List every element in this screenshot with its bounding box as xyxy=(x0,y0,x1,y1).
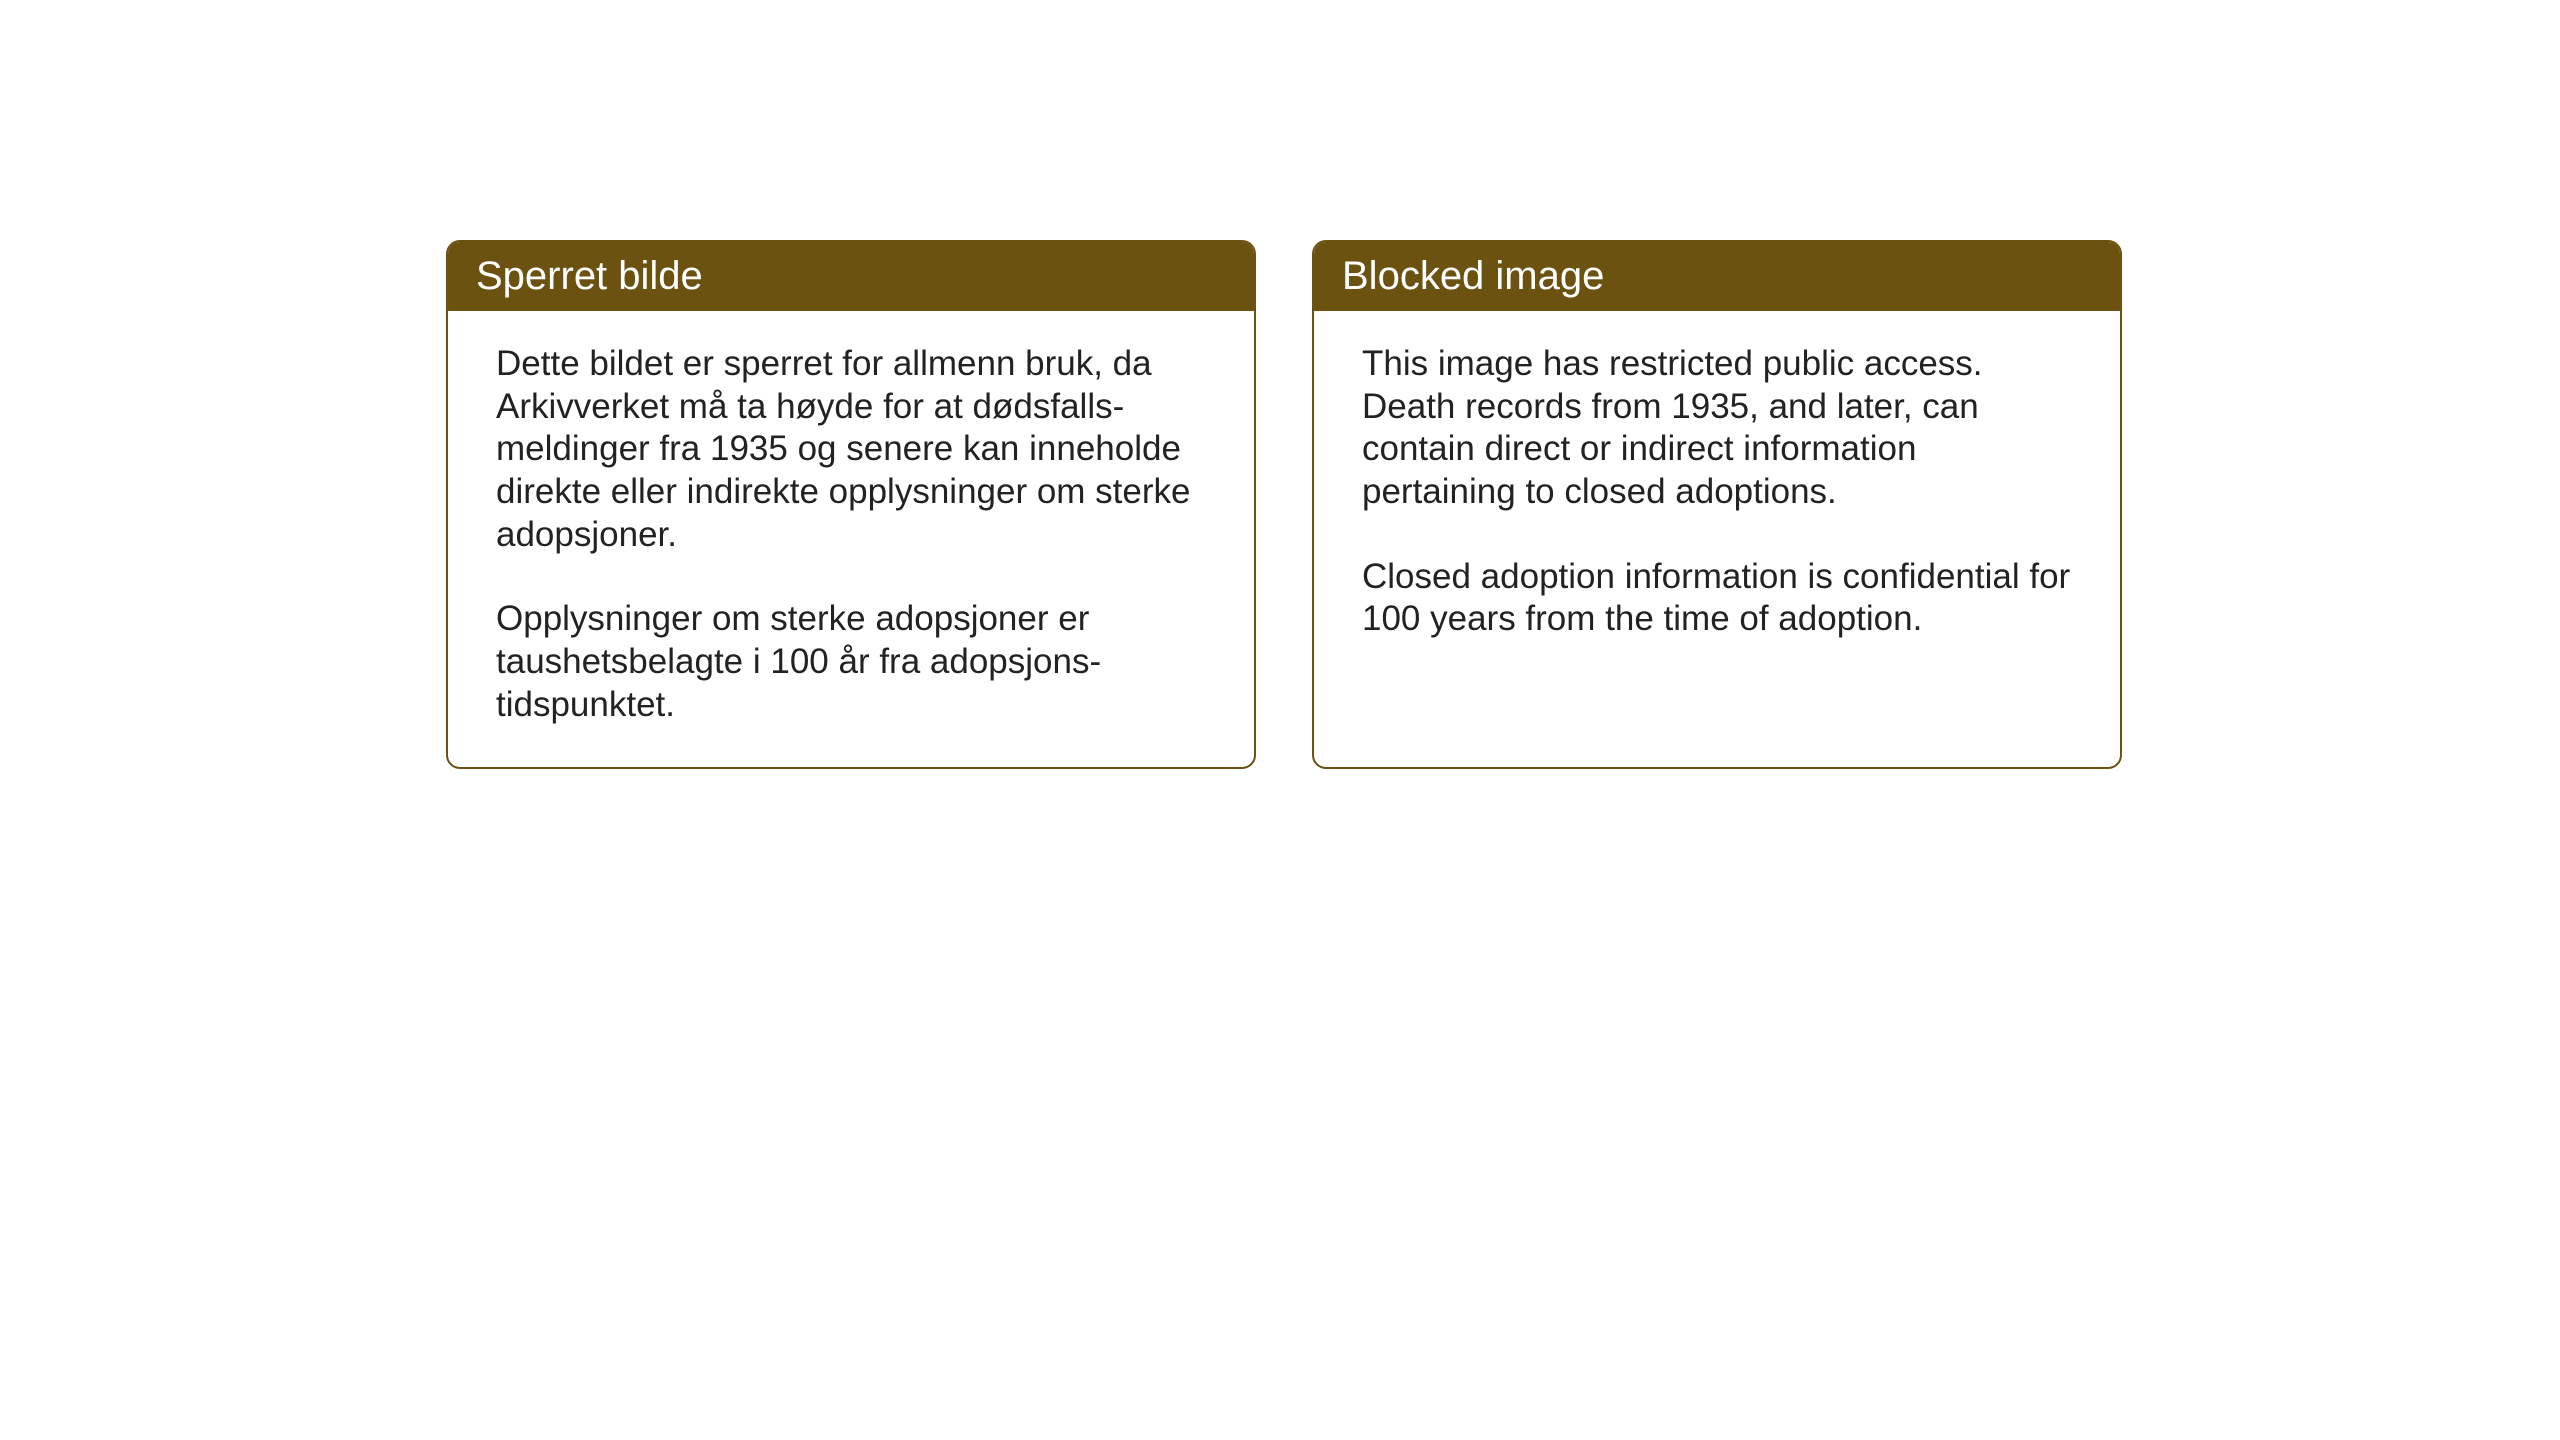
notice-paragraph: Opplysninger om sterke adopsjoner er tau… xyxy=(496,598,1206,726)
notice-paragraph: Dette bildet er sperret for allmenn bruk… xyxy=(496,343,1206,556)
notice-box-english: Blocked image This image has restricted … xyxy=(1312,240,2122,769)
notice-box-norwegian: Sperret bilde Dette bildet er sperret fo… xyxy=(446,240,1256,769)
notice-body-norwegian: Dette bildet er sperret for allmenn bruk… xyxy=(448,311,1254,767)
notice-paragraph: This image has restricted public access.… xyxy=(1362,343,2072,514)
notice-paragraph: Closed adoption information is confident… xyxy=(1362,556,2072,641)
notice-container: Sperret bilde Dette bildet er sperret fo… xyxy=(446,240,2122,769)
notice-header-norwegian: Sperret bilde xyxy=(448,242,1254,311)
notice-header-english: Blocked image xyxy=(1314,242,2120,311)
notice-body-english: This image has restricted public access.… xyxy=(1314,311,2120,681)
